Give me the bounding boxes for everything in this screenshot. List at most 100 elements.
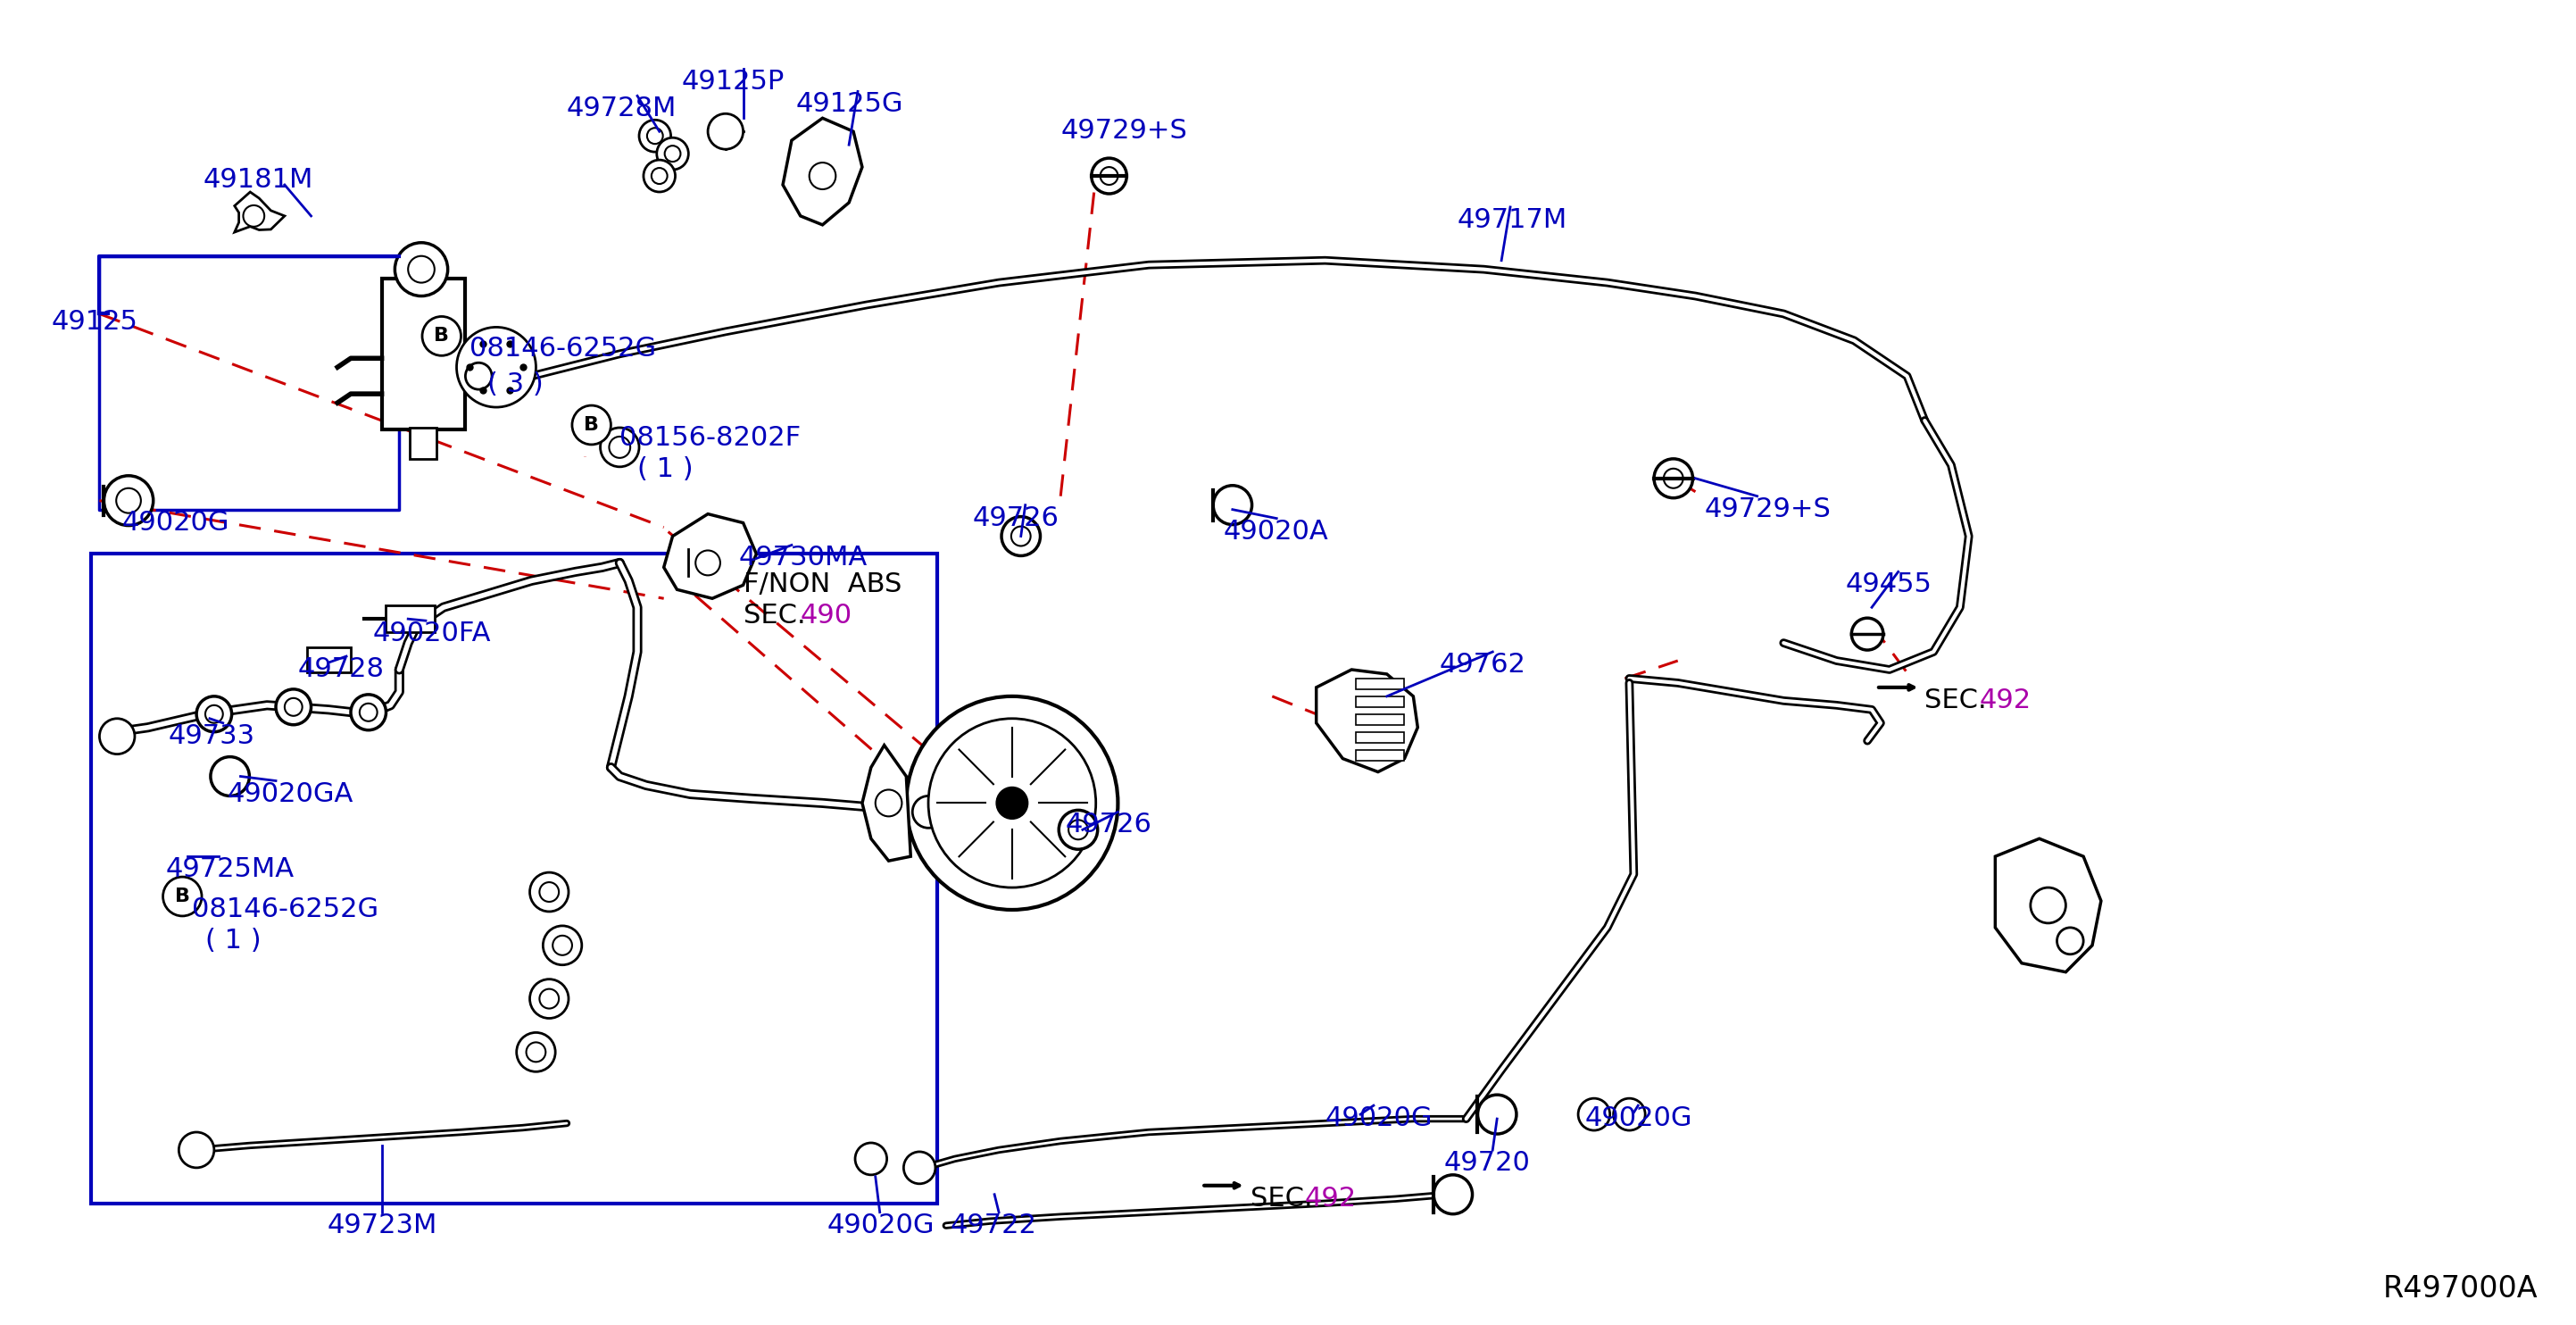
Text: 08146-6252G: 08146-6252G bbox=[469, 337, 657, 362]
Circle shape bbox=[600, 428, 639, 466]
Circle shape bbox=[1002, 517, 1041, 555]
Text: 08156-8202F: 08156-8202F bbox=[621, 425, 801, 451]
Text: 49020FA: 49020FA bbox=[374, 620, 492, 647]
Circle shape bbox=[456, 327, 536, 407]
Circle shape bbox=[361, 704, 376, 721]
Circle shape bbox=[538, 988, 559, 1008]
Bar bbox=[1355, 697, 1404, 708]
Circle shape bbox=[211, 757, 250, 796]
Text: SEC.: SEC. bbox=[1249, 1186, 1311, 1211]
Circle shape bbox=[103, 476, 152, 526]
Text: 49729+S: 49729+S bbox=[1061, 118, 1188, 144]
Circle shape bbox=[518, 1032, 556, 1072]
Circle shape bbox=[1579, 1098, 1610, 1130]
Circle shape bbox=[178, 1132, 214, 1167]
Circle shape bbox=[422, 317, 461, 355]
Text: 49725MA: 49725MA bbox=[165, 856, 294, 882]
Circle shape bbox=[2058, 928, 2084, 954]
Text: 49020G: 49020G bbox=[827, 1212, 935, 1238]
Circle shape bbox=[554, 935, 572, 955]
Text: B: B bbox=[585, 416, 600, 433]
Circle shape bbox=[2030, 888, 2066, 924]
Bar bbox=[307, 648, 350, 672]
Circle shape bbox=[708, 114, 742, 150]
Bar bbox=[381, 278, 466, 429]
Text: 49020GA: 49020GA bbox=[227, 780, 353, 807]
Bar bbox=[410, 428, 435, 458]
Circle shape bbox=[116, 488, 142, 513]
Text: 49455: 49455 bbox=[1844, 572, 1932, 598]
Text: 49125P: 49125P bbox=[683, 69, 783, 95]
Text: ( 3 ): ( 3 ) bbox=[487, 371, 544, 398]
Circle shape bbox=[1012, 526, 1030, 546]
Text: B: B bbox=[175, 888, 191, 905]
Circle shape bbox=[407, 256, 435, 282]
Polygon shape bbox=[665, 514, 757, 599]
Circle shape bbox=[647, 129, 662, 144]
Polygon shape bbox=[863, 745, 912, 861]
Text: 49728: 49728 bbox=[299, 656, 384, 682]
Text: 49722: 49722 bbox=[951, 1212, 1036, 1238]
Text: 49020G: 49020G bbox=[121, 510, 229, 535]
Bar bbox=[386, 606, 435, 632]
Text: 08146-6252G: 08146-6252G bbox=[193, 897, 379, 922]
Circle shape bbox=[608, 436, 631, 458]
Circle shape bbox=[1092, 158, 1126, 193]
Circle shape bbox=[1069, 820, 1087, 840]
Text: 49020A: 49020A bbox=[1224, 518, 1329, 545]
Circle shape bbox=[531, 872, 569, 912]
Polygon shape bbox=[1316, 669, 1417, 772]
Circle shape bbox=[904, 1151, 935, 1183]
Circle shape bbox=[538, 882, 559, 902]
Circle shape bbox=[1479, 1094, 1517, 1134]
Text: F/NON  ABS: F/NON ABS bbox=[742, 572, 902, 598]
Text: 49723M: 49723M bbox=[327, 1212, 438, 1238]
Polygon shape bbox=[234, 192, 283, 232]
Text: ( 1 ): ( 1 ) bbox=[206, 928, 260, 954]
Circle shape bbox=[531, 979, 569, 1019]
Polygon shape bbox=[1996, 839, 2102, 973]
Bar bbox=[1355, 750, 1404, 761]
Circle shape bbox=[927, 718, 1095, 888]
Text: 49728M: 49728M bbox=[567, 95, 677, 122]
Bar bbox=[1355, 678, 1404, 689]
Circle shape bbox=[394, 242, 448, 295]
Text: 49762: 49762 bbox=[1440, 652, 1525, 677]
Circle shape bbox=[876, 790, 902, 816]
Circle shape bbox=[1613, 1098, 1646, 1130]
Circle shape bbox=[162, 877, 201, 916]
Circle shape bbox=[196, 697, 232, 731]
Bar bbox=[1355, 714, 1404, 725]
Circle shape bbox=[855, 1143, 886, 1175]
Text: 49020G: 49020G bbox=[1324, 1105, 1432, 1132]
Circle shape bbox=[544, 926, 582, 965]
Circle shape bbox=[997, 787, 1028, 819]
Circle shape bbox=[907, 697, 1118, 910]
Circle shape bbox=[809, 163, 835, 189]
Text: 49020G: 49020G bbox=[1584, 1105, 1692, 1132]
Circle shape bbox=[350, 694, 386, 730]
Circle shape bbox=[912, 796, 945, 828]
Circle shape bbox=[1213, 485, 1252, 525]
Text: 492: 492 bbox=[1306, 1186, 1358, 1211]
Circle shape bbox=[100, 718, 134, 754]
Text: SEC.: SEC. bbox=[1924, 688, 1986, 713]
Circle shape bbox=[242, 205, 265, 227]
Circle shape bbox=[1852, 617, 1883, 651]
Circle shape bbox=[644, 160, 675, 192]
Text: 49726: 49726 bbox=[1064, 812, 1151, 837]
Text: ( 1 ): ( 1 ) bbox=[636, 456, 693, 482]
Circle shape bbox=[665, 146, 680, 162]
Text: 49726: 49726 bbox=[971, 505, 1059, 531]
Circle shape bbox=[526, 1043, 546, 1061]
Bar bbox=[1355, 731, 1404, 742]
Text: 490: 490 bbox=[801, 603, 853, 629]
Circle shape bbox=[1059, 810, 1097, 849]
Text: 49730MA: 49730MA bbox=[739, 545, 868, 571]
Circle shape bbox=[1435, 1175, 1473, 1214]
Text: SEC.: SEC. bbox=[742, 603, 806, 629]
Bar bbox=[90, 554, 938, 1203]
Text: 49125G: 49125G bbox=[796, 91, 904, 118]
Circle shape bbox=[276, 689, 312, 725]
Text: R497000A: R497000A bbox=[2383, 1275, 2537, 1304]
